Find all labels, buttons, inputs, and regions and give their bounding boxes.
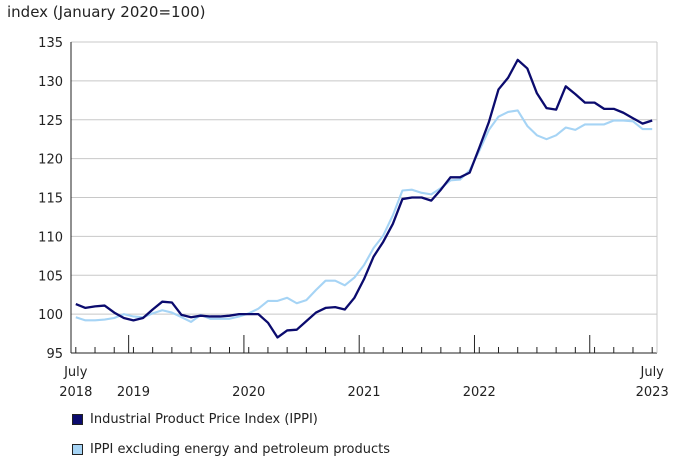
y-tick-label: 100 (38, 308, 63, 323)
legend-swatch-ippi (72, 414, 83, 425)
legend-item-ippi: Industrial Product Price Index (IPPI) (72, 412, 318, 427)
x-axis-ticks: July 2018 2019 2020 2021 2022 July 2023 (59, 335, 669, 400)
legend-label-ippi-excluding-energy: IPPI excluding energy and petroleum prod… (90, 442, 390, 457)
x-tick-label-year: 2021 (347, 385, 380, 400)
x-tick-label-year: 2023 (636, 385, 669, 400)
x-tick-label-year: 2018 (59, 385, 92, 400)
y-tick-label: 95 (46, 347, 63, 362)
y-tick-label: 135 (38, 36, 63, 51)
x-tick-label-year: 2020 (232, 385, 265, 400)
y-tick-label: 120 (38, 153, 63, 168)
legend-item-ippi-excluding-energy: IPPI excluding energy and petroleum prod… (72, 442, 390, 457)
legend-swatch-ippi-excluding-energy (72, 444, 83, 455)
y-tick-label: 125 (38, 114, 63, 129)
series-line-ippi (75, 58, 653, 339)
y-axis-ticks: 95 100 105 110 115 120 125 130 135 (38, 36, 63, 362)
y-axis-title: index (January 2020=100) (7, 3, 206, 21)
x-tick-label-month: July (63, 365, 88, 380)
y-tick-label: 105 (38, 269, 63, 284)
x-tick-label-year: 2022 (463, 385, 496, 400)
y-tick-label: 115 (38, 192, 63, 207)
series-line-ippi-excluding-energy (75, 109, 653, 323)
line-chart: index (January 2020=100) July 2018 2019 202… (7, 3, 669, 400)
x-tick-label-year: 2019 (117, 385, 150, 400)
y-tick-label: 130 (38, 75, 63, 90)
legend-label-ippi: Industrial Product Price Index (IPPI) (90, 412, 318, 427)
gridlines (71, 41, 657, 315)
y-tick-label: 110 (38, 230, 63, 245)
series-lines (75, 58, 653, 339)
x-tick-label-month: July (640, 365, 665, 380)
